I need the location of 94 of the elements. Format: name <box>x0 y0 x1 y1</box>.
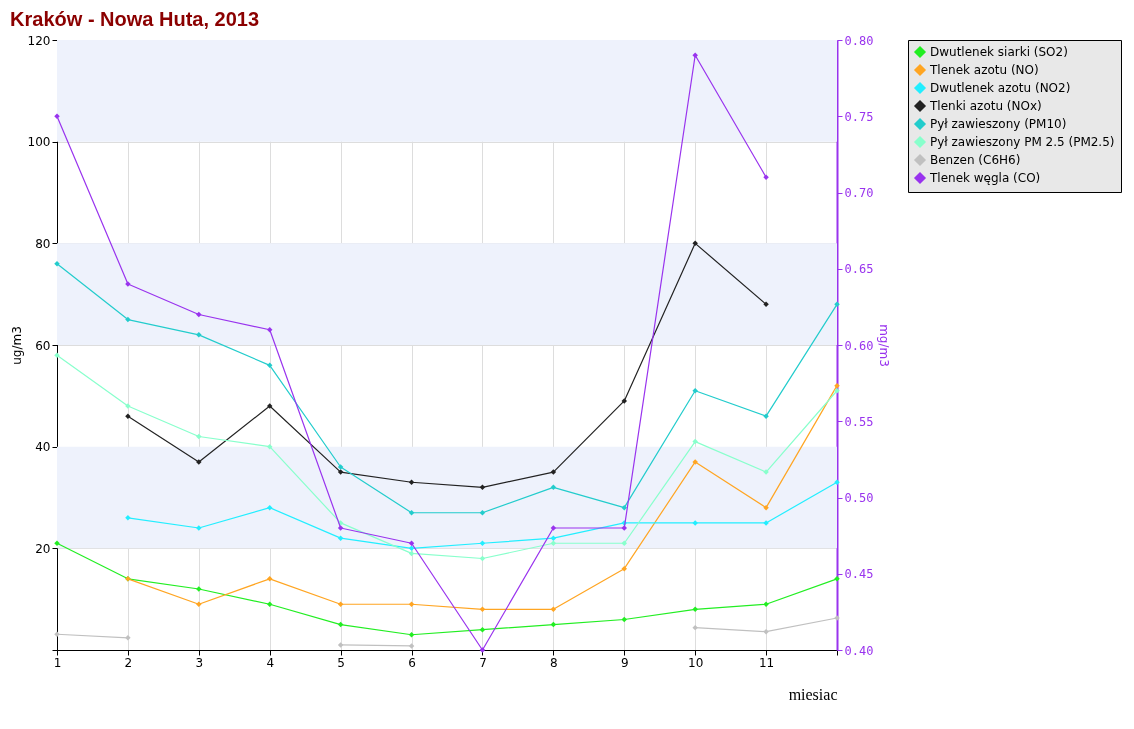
point <box>408 632 415 638</box>
x-tick-label: 9 <box>620 655 629 670</box>
point <box>266 443 273 450</box>
chart-title: Kraków - Nowa Huta, 2013 <box>10 8 260 30</box>
point <box>125 515 131 521</box>
point <box>337 642 344 648</box>
point <box>834 382 840 389</box>
point <box>692 388 698 394</box>
point <box>550 606 557 613</box>
y2-tick-label: 0.75 <box>844 109 874 124</box>
point <box>834 301 840 308</box>
point <box>408 643 415 649</box>
point <box>337 535 344 541</box>
legend-label: Dwutlenek siarki (SO2) <box>930 45 1068 59</box>
point <box>337 601 344 607</box>
y2-tick-label: 0.60 <box>844 338 874 353</box>
point <box>266 362 273 369</box>
x-tick-label: 4 <box>266 655 275 670</box>
x-tick-label: 8 <box>550 655 558 670</box>
point <box>266 601 273 607</box>
x-tick-label: 1 <box>53 655 62 670</box>
point <box>550 484 557 491</box>
point <box>408 601 415 607</box>
point <box>763 601 769 607</box>
point <box>479 540 486 546</box>
point <box>621 398 628 404</box>
point <box>54 260 60 267</box>
x-tick-label: 11 <box>758 655 775 670</box>
point <box>266 327 273 333</box>
point <box>763 504 769 511</box>
point <box>408 479 415 485</box>
y2-tick-label: 0.45 <box>844 567 874 582</box>
point <box>763 301 769 308</box>
point <box>337 464 344 470</box>
x-tick-label: 10 <box>688 655 704 670</box>
point <box>550 535 557 541</box>
point <box>125 635 131 641</box>
point <box>266 403 273 409</box>
point <box>692 624 698 631</box>
legend-label: Tlenki azotu (NOx) <box>929 99 1042 113</box>
point <box>763 174 769 180</box>
point <box>550 469 557 475</box>
legend-label: Tlenek azotu (NO) <box>929 63 1039 77</box>
x-tick-label: 2 <box>124 655 133 670</box>
y2-tick-label: 0.65 <box>844 262 874 277</box>
point <box>196 311 202 318</box>
legend-label: Pył zawieszony PM 2.5 (PM2.5) <box>930 135 1115 149</box>
y-tick-label: 60 <box>35 338 51 353</box>
legend-label: Tlenek węgla (CO) <box>929 171 1041 185</box>
y2-tick-label: 0.55 <box>844 414 874 429</box>
x-tick-label: 5 <box>337 655 345 670</box>
x-tick-label: 3 <box>195 655 204 670</box>
y-tick-label: 100 <box>27 135 51 150</box>
y2-axis-title: mg/m3 <box>877 324 892 367</box>
legend-label: Benzen (C6H6) <box>930 153 1021 167</box>
point <box>337 525 344 531</box>
point <box>621 540 628 546</box>
y-tick-label: 40 <box>35 440 51 455</box>
point <box>621 504 628 511</box>
point <box>692 438 698 445</box>
point <box>621 565 628 572</box>
x-tick-label: 7 <box>479 655 487 670</box>
point <box>692 240 698 247</box>
y2-tick-label: 0.50 <box>844 491 874 505</box>
point <box>550 540 557 546</box>
point <box>125 316 131 323</box>
point <box>550 525 557 531</box>
point <box>692 606 698 613</box>
point <box>408 540 415 546</box>
y2-tick-label: 0.40 <box>844 643 874 658</box>
point <box>692 52 698 58</box>
point <box>479 510 486 516</box>
y-tick-label: 80 <box>35 236 51 251</box>
x-axis-title: miesiac <box>788 685 838 703</box>
point <box>266 576 273 582</box>
y-axis-title: ug/m3 <box>9 326 24 365</box>
point <box>196 601 202 607</box>
point <box>408 510 415 516</box>
point <box>692 459 698 465</box>
x-tick-label: 6 <box>408 655 416 670</box>
y2-tick-label: 0.70 <box>844 186 874 200</box>
point <box>196 332 202 338</box>
legend-label: Dwutlenek azotu (NO2) <box>930 81 1071 95</box>
point <box>621 525 628 531</box>
point <box>692 520 698 526</box>
point <box>196 459 202 465</box>
y-tick-label: 120 <box>27 33 51 48</box>
y2-tick-label: 0.80 <box>844 33 874 48</box>
y-tick-label: 20 <box>35 541 51 556</box>
point <box>266 504 273 511</box>
point <box>196 433 202 440</box>
legend-label: Pył zawieszony (PM10) <box>930 117 1067 131</box>
point <box>337 469 344 475</box>
point <box>763 628 769 635</box>
